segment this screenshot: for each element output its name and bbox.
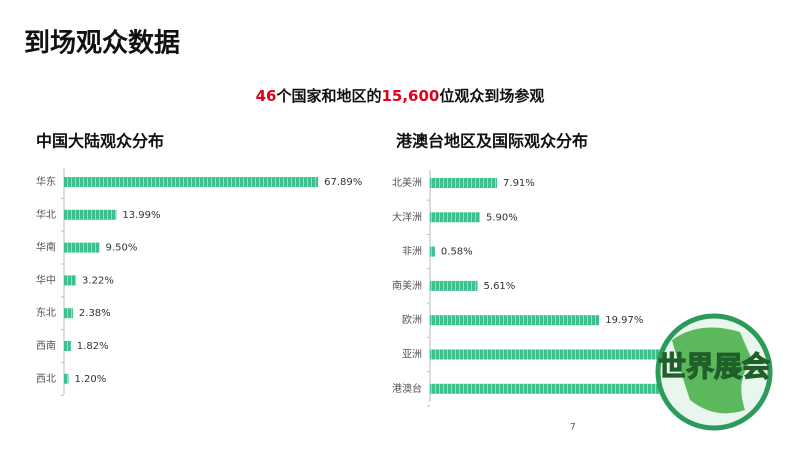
bar [64, 373, 69, 384]
subtitle-part: 15,600 [381, 87, 439, 105]
bar [430, 212, 481, 223]
bar [64, 308, 73, 319]
bar [430, 315, 600, 326]
bar [430, 280, 478, 291]
value-label: 9.50% [106, 243, 138, 254]
bar [64, 242, 100, 253]
value-label: 1.20% [74, 374, 106, 385]
chart-title: 港澳台地区及国际观众分布 [396, 132, 588, 151]
category-label: 东北 [36, 306, 56, 319]
bar [430, 246, 435, 257]
chart-title: 中国大陆观众分布 [36, 132, 164, 151]
value-label: 1.82% [77, 341, 109, 352]
category-label: 大洋洲 [392, 210, 422, 223]
value-label: 19.97% [605, 315, 643, 326]
category-label: 北美洲 [392, 176, 422, 189]
value-label: 5.90% [486, 212, 518, 223]
category-label: 西北 [36, 373, 56, 385]
subtitle: 46个国家和地区的15,600位观众到场参观 [256, 87, 545, 105]
category-label: 南美洲 [392, 279, 422, 292]
value-label: 3.22% [82, 275, 114, 286]
logo-text: 世界展会 [658, 350, 770, 383]
category-label: 华南 [36, 241, 56, 254]
value-label: 2.38% [79, 308, 111, 319]
category-label: 欧洲 [402, 314, 422, 326]
bar [430, 349, 697, 360]
subtitle-part: 46 [256, 87, 277, 105]
bar [430, 178, 498, 188]
logo-globe [672, 327, 752, 414]
bar [430, 383, 672, 394]
bar [64, 275, 77, 286]
bar [64, 341, 71, 351]
category-label: 亚洲 [402, 349, 422, 361]
category-label: 西南 [36, 339, 56, 352]
subtitle-part: 位观众到场参观 [439, 87, 544, 105]
subtitle-part: 个国家和地区的 [275, 87, 381, 105]
category-label: 华北 [36, 208, 56, 221]
category-label: 港澳台 [392, 382, 422, 395]
bar [64, 177, 319, 187]
bar [64, 209, 117, 220]
category-label: 华中 [36, 273, 56, 286]
page-number: 7 [570, 423, 576, 433]
value-label: 0.58% [441, 247, 473, 258]
value-label: 67.89% [324, 177, 362, 188]
value-label: 7.91% [503, 178, 535, 189]
value-label: 13.99% [122, 210, 160, 221]
value-label: 5.61% [484, 281, 516, 292]
category-label: 非洲 [402, 246, 422, 258]
category-label: 华东 [36, 175, 56, 188]
slide-title: 到场观众数据 [24, 29, 180, 59]
logo: 世界展会 [655, 313, 773, 431]
